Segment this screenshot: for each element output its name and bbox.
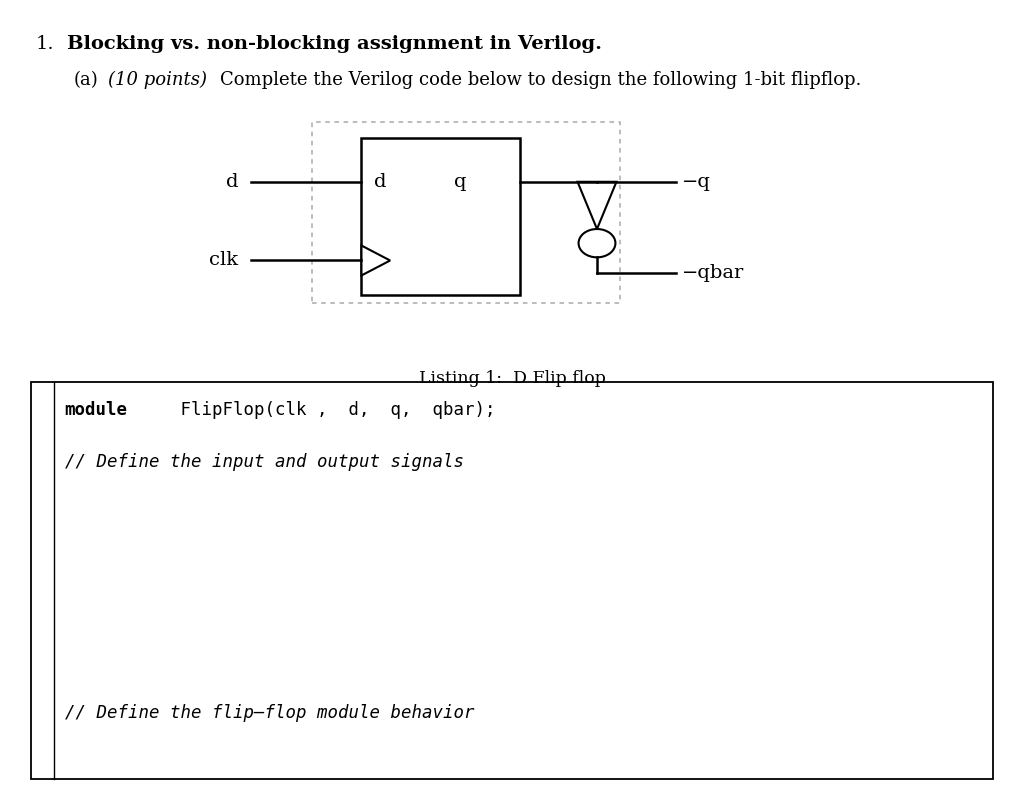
Text: −qbar: −qbar [682,264,744,282]
Text: Listing 1:  D Flip flop: Listing 1: D Flip flop [419,370,605,387]
Text: module: module [65,401,128,419]
Bar [361,138,520,295]
Circle shape [579,229,615,257]
Text: q: q [454,173,466,190]
Polygon shape [361,246,390,275]
Text: 1.: 1. [36,35,54,53]
Text: Complete the Verilog code below to design the following 1-bit flipflop.: Complete the Verilog code below to desig… [220,71,861,89]
Bar [312,122,620,303]
Text: d: d [374,173,386,190]
Bar [31,382,993,779]
Text: Blocking vs. non-blocking assignment in Verilog.: Blocking vs. non-blocking assignment in … [67,35,601,53]
Text: FlipFlop(clk ,  d,  q,  qbar);: FlipFlop(clk , d, q, qbar); [170,401,496,419]
Text: (a): (a) [74,71,98,89]
Text: clk: clk [210,252,239,269]
Text: −q: −q [682,173,711,190]
Polygon shape [578,182,616,229]
Text: // Define the flip–flop module behavior: // Define the flip–flop module behavior [65,704,474,722]
Text: d: d [226,173,239,190]
Text: (10 points): (10 points) [108,71,207,89]
Text: // Define the input and output signals: // Define the input and output signals [65,453,464,471]
